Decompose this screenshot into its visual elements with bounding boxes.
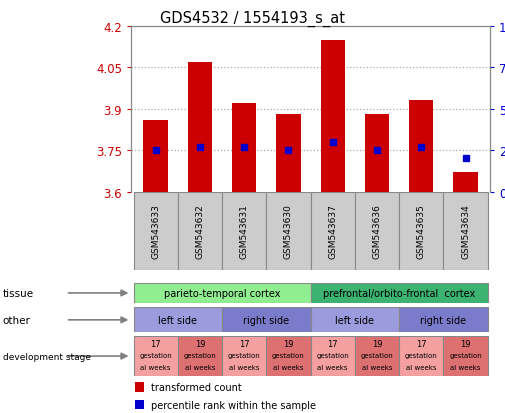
Text: GSM543633: GSM543633: [151, 204, 160, 259]
Bar: [188, 63, 212, 192]
Bar: [399, 308, 488, 332]
Bar: [355, 192, 399, 271]
Text: gestation: gestation: [449, 352, 482, 358]
Text: al weeks: al weeks: [140, 364, 171, 370]
Text: 19: 19: [372, 339, 382, 348]
Text: GSM543636: GSM543636: [373, 204, 381, 259]
Text: al weeks: al weeks: [229, 364, 260, 370]
Text: gestation: gestation: [272, 352, 305, 358]
Text: parieto-temporal cortex: parieto-temporal cortex: [164, 288, 280, 298]
Bar: [453, 173, 478, 192]
Bar: [266, 192, 311, 271]
Text: al weeks: al weeks: [318, 364, 348, 370]
Text: 19: 19: [283, 339, 294, 348]
Bar: [311, 283, 488, 304]
Bar: [443, 337, 488, 376]
Text: GSM543635: GSM543635: [417, 204, 426, 259]
Bar: [409, 101, 433, 192]
Text: right side: right side: [420, 315, 467, 325]
Text: GSM543631: GSM543631: [240, 204, 248, 259]
Text: al weeks: al weeks: [185, 364, 215, 370]
Bar: [178, 337, 222, 376]
Bar: [311, 308, 399, 332]
Text: 19: 19: [194, 339, 205, 348]
Text: 17: 17: [327, 339, 338, 348]
Bar: [266, 337, 311, 376]
Text: 17: 17: [416, 339, 427, 348]
Bar: [232, 104, 257, 192]
Bar: [276, 115, 300, 192]
Bar: [135, 400, 144, 410]
Text: gestation: gestation: [316, 352, 349, 358]
Text: tissue: tissue: [3, 288, 34, 298]
Text: other: other: [3, 315, 30, 325]
Bar: [135, 382, 144, 392]
Text: GSM543632: GSM543632: [195, 204, 205, 259]
Text: transformed count: transformed count: [151, 382, 242, 392]
Bar: [321, 40, 345, 192]
Text: right side: right side: [243, 315, 289, 325]
Bar: [143, 121, 168, 192]
Bar: [311, 192, 355, 271]
Bar: [355, 337, 399, 376]
Bar: [311, 337, 355, 376]
Bar: [399, 192, 443, 271]
Bar: [222, 192, 266, 271]
Text: gestation: gestation: [183, 352, 216, 358]
Text: prefrontal/orbito-frontal  cortex: prefrontal/orbito-frontal cortex: [323, 288, 475, 298]
Text: al weeks: al weeks: [450, 364, 481, 370]
Bar: [399, 337, 443, 376]
Text: percentile rank within the sample: percentile rank within the sample: [151, 400, 316, 410]
Text: GSM543637: GSM543637: [328, 204, 337, 259]
Text: gestation: gestation: [139, 352, 172, 358]
Bar: [133, 283, 311, 304]
Text: development stage: development stage: [3, 352, 90, 361]
Bar: [365, 115, 389, 192]
Bar: [222, 308, 311, 332]
Bar: [178, 192, 222, 271]
Bar: [133, 308, 222, 332]
Text: al weeks: al weeks: [362, 364, 392, 370]
Text: gestation: gestation: [228, 352, 261, 358]
Text: GSM543630: GSM543630: [284, 204, 293, 259]
Text: al weeks: al weeks: [406, 364, 436, 370]
Text: GSM543634: GSM543634: [461, 204, 470, 259]
Text: gestation: gestation: [405, 352, 438, 358]
Bar: [222, 337, 266, 376]
Bar: [443, 192, 488, 271]
Text: al weeks: al weeks: [273, 364, 304, 370]
Text: left side: left side: [335, 315, 374, 325]
Text: GDS4532 / 1554193_s_at: GDS4532 / 1554193_s_at: [160, 10, 345, 26]
Bar: [133, 192, 178, 271]
Bar: [133, 337, 178, 376]
Text: 17: 17: [150, 339, 161, 348]
Text: 17: 17: [239, 339, 249, 348]
Text: 19: 19: [460, 339, 471, 348]
Text: left side: left side: [158, 315, 197, 325]
Text: gestation: gestation: [361, 352, 393, 358]
